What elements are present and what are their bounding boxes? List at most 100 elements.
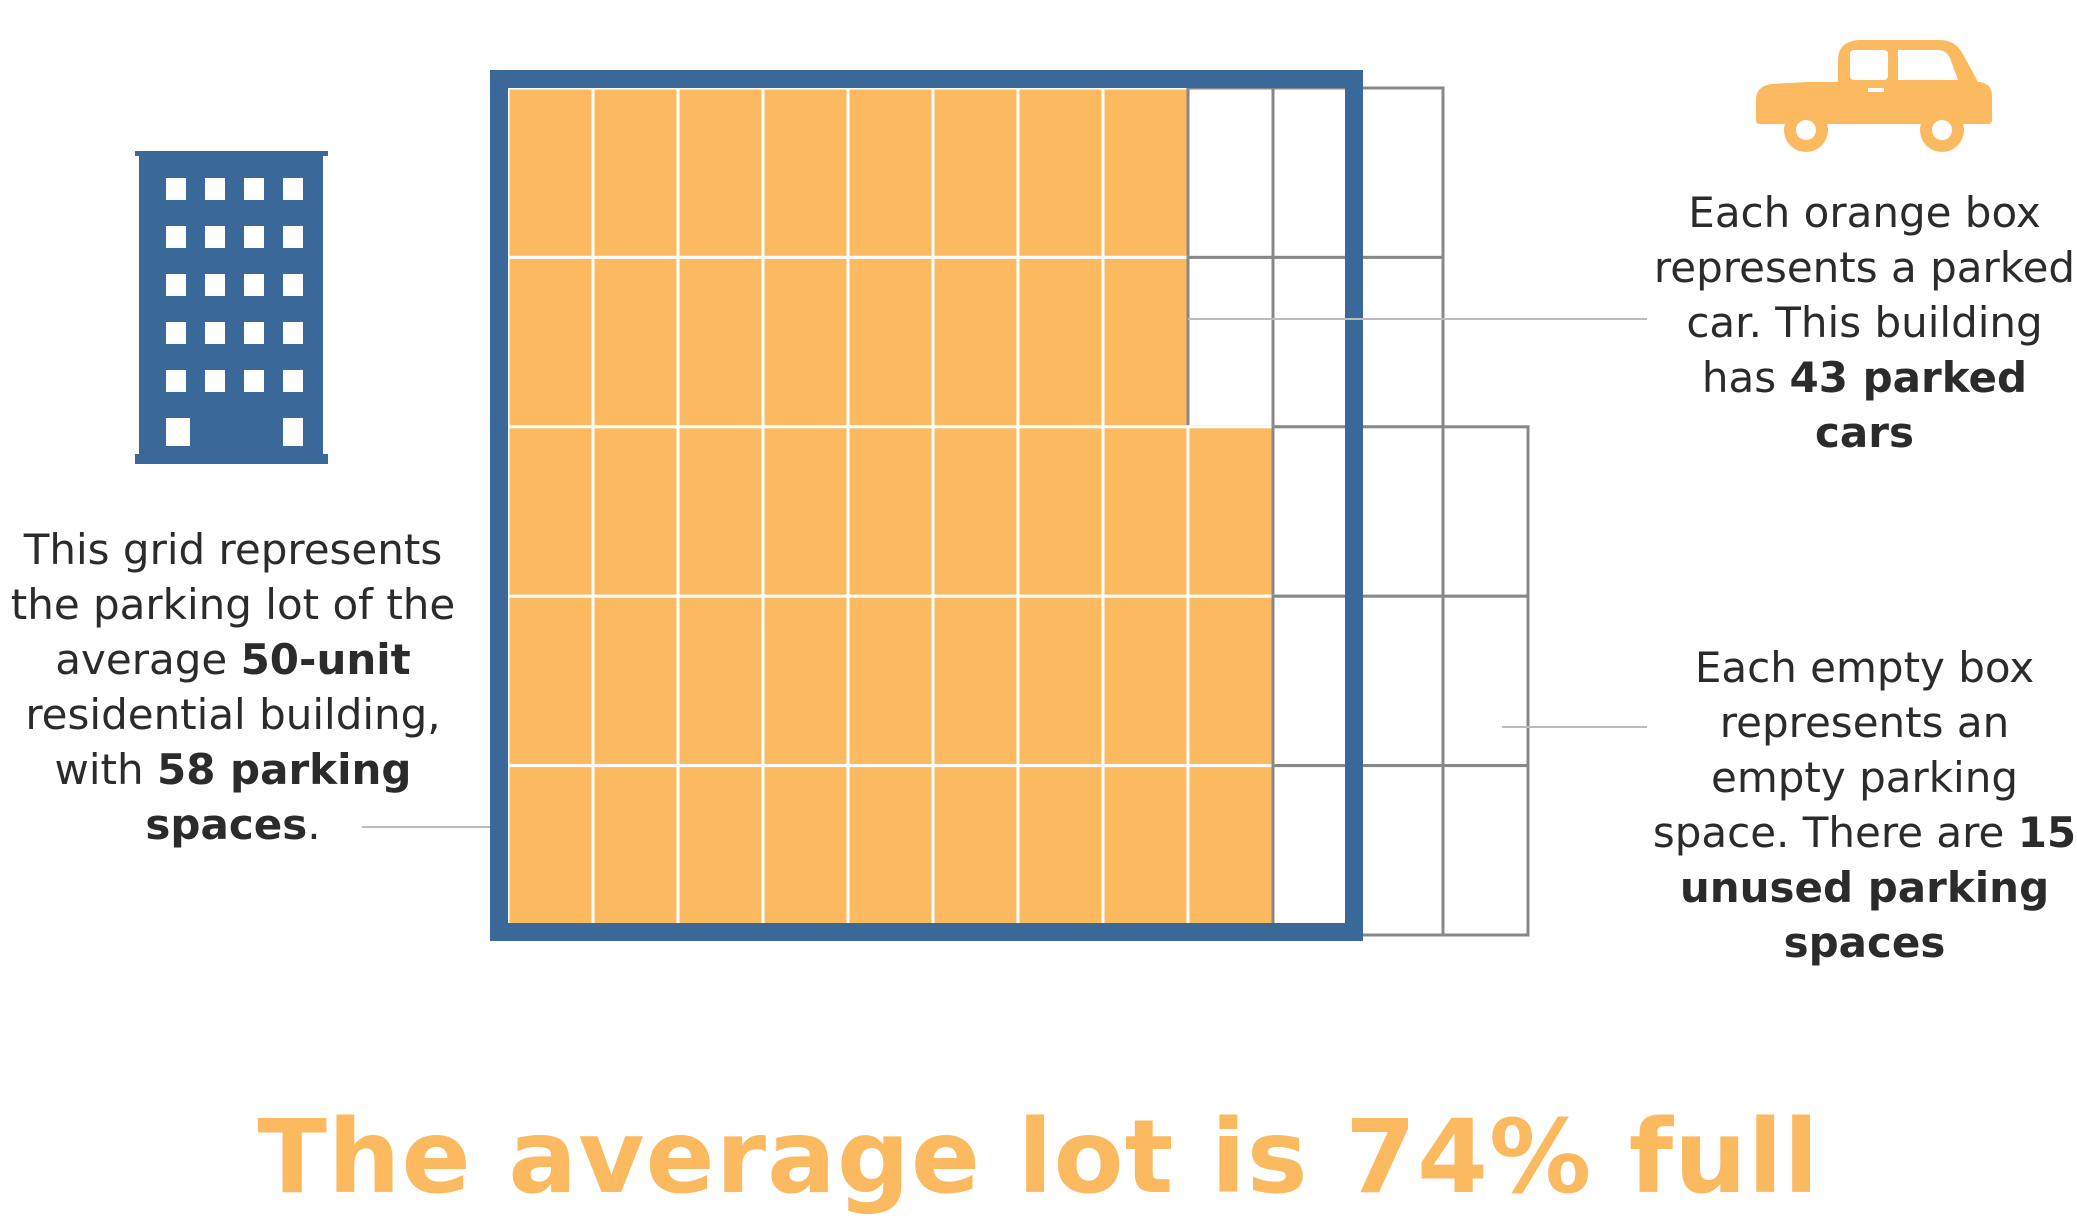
building-window bbox=[244, 274, 264, 296]
car-icon bbox=[1756, 40, 1992, 152]
occupied-space bbox=[1101, 255, 1190, 429]
building-window bbox=[166, 322, 186, 344]
building-window bbox=[205, 370, 225, 392]
parking-grid bbox=[506, 86, 1530, 937]
building-window bbox=[283, 178, 303, 200]
occupied-space bbox=[1016, 594, 1105, 768]
lot-description-caption: This grid represents the parking lot of … bbox=[0, 522, 466, 852]
building-window bbox=[244, 226, 264, 248]
occupied-space bbox=[846, 86, 935, 259]
occupied-space bbox=[676, 86, 765, 259]
empty-space bbox=[1271, 764, 1360, 937]
headline: The average lot is 74% full bbox=[257, 1098, 1820, 1217]
occupied-space bbox=[761, 425, 850, 598]
occupied-space bbox=[676, 255, 765, 429]
occupied-space bbox=[591, 425, 680, 598]
occupied-space bbox=[506, 594, 595, 768]
building-window bbox=[166, 274, 186, 296]
occupied-space bbox=[846, 764, 935, 937]
building-window bbox=[244, 322, 264, 344]
occupied-space bbox=[506, 86, 595, 259]
occupied-space bbox=[1101, 594, 1190, 768]
occupied-space bbox=[761, 255, 850, 429]
occupied-space bbox=[1186, 425, 1275, 598]
empty-space-outside-lot bbox=[1356, 425, 1445, 598]
empty-space-outside-lot bbox=[1356, 764, 1445, 937]
building-window bbox=[205, 226, 225, 248]
empty-space-outside-lot bbox=[1441, 594, 1530, 768]
car-door-handle bbox=[1868, 88, 1884, 92]
caption-bold-text: 58 parking spaces bbox=[145, 745, 412, 849]
caption-text: Each orange box represents a parked car.… bbox=[1653, 188, 2076, 402]
empty-space-outside-lot bbox=[1441, 764, 1530, 937]
caption-bold-text: 43 parked cars bbox=[1789, 353, 2028, 457]
occupied-space bbox=[676, 425, 765, 598]
caption-text: Each empty box represents an empty parki… bbox=[1652, 643, 2035, 857]
occupied-space bbox=[931, 594, 1020, 768]
building-window bbox=[166, 178, 186, 200]
occupied-space bbox=[1101, 425, 1190, 598]
occupied-space bbox=[1016, 425, 1105, 598]
building-window bbox=[283, 418, 303, 446]
occupied-space bbox=[506, 764, 595, 937]
occupied-space bbox=[591, 764, 680, 937]
occupied-space bbox=[1186, 764, 1275, 937]
empty-space bbox=[1186, 86, 1275, 259]
building-window bbox=[283, 274, 303, 296]
occupied-space bbox=[1186, 594, 1275, 768]
occupied-space bbox=[1101, 86, 1190, 259]
occupied-space bbox=[1016, 764, 1105, 937]
occupied-space bbox=[591, 594, 680, 768]
occupied-space bbox=[1101, 764, 1190, 937]
occupied-space bbox=[676, 764, 765, 937]
occupied-space bbox=[931, 425, 1020, 598]
parking-lot-border bbox=[490, 70, 1363, 941]
occupied-space bbox=[931, 86, 1020, 259]
empty-spaces-caption: Each empty box represents an empty parki… bbox=[1652, 640, 2077, 970]
caption-text: residential building, with bbox=[25, 690, 441, 794]
occupied-space bbox=[506, 425, 595, 598]
occupied-space bbox=[591, 255, 680, 429]
empty-space bbox=[1271, 594, 1360, 768]
occupied-space bbox=[846, 425, 935, 598]
empty-space-outside-lot bbox=[1356, 86, 1445, 259]
occupied-space bbox=[761, 764, 850, 937]
caption-text: This grid represents the parking lot of … bbox=[10, 525, 456, 684]
car-hubcap bbox=[1932, 120, 1952, 140]
empty-space-outside-lot bbox=[1441, 425, 1530, 598]
occupied-space bbox=[591, 86, 680, 259]
building-window bbox=[283, 322, 303, 344]
building-window bbox=[283, 226, 303, 248]
building-window bbox=[205, 322, 225, 344]
parked-cars-caption: Each orange box represents a parked car.… bbox=[1652, 185, 2077, 460]
building-window bbox=[244, 178, 264, 200]
apartment-building-icon bbox=[135, 151, 328, 464]
caption-bold-text: 50-unit bbox=[240, 635, 411, 684]
occupied-space bbox=[676, 594, 765, 768]
occupied-space bbox=[931, 255, 1020, 429]
empty-space bbox=[1271, 425, 1360, 598]
caption-text: . bbox=[307, 800, 321, 849]
occupied-space bbox=[846, 255, 935, 429]
empty-space-outside-lot bbox=[1356, 255, 1445, 429]
occupied-space bbox=[506, 255, 595, 429]
building-body bbox=[139, 155, 323, 454]
building-base bbox=[135, 454, 328, 464]
occupied-space bbox=[1016, 255, 1105, 429]
occupied-space bbox=[761, 594, 850, 768]
building-window bbox=[205, 178, 225, 200]
building-window bbox=[205, 274, 225, 296]
building-window bbox=[244, 370, 264, 392]
building-window bbox=[166, 370, 186, 392]
car-window bbox=[1898, 50, 1958, 80]
building-window bbox=[283, 370, 303, 392]
car-window bbox=[1850, 50, 1888, 80]
caption-bold-text: 15 unused parking spaces bbox=[1679, 808, 2077, 967]
empty-space bbox=[1186, 255, 1275, 429]
building-door bbox=[166, 418, 190, 446]
occupied-space bbox=[1016, 86, 1105, 259]
building-window bbox=[166, 226, 186, 248]
occupied-space bbox=[846, 594, 935, 768]
building-roof bbox=[135, 151, 328, 156]
